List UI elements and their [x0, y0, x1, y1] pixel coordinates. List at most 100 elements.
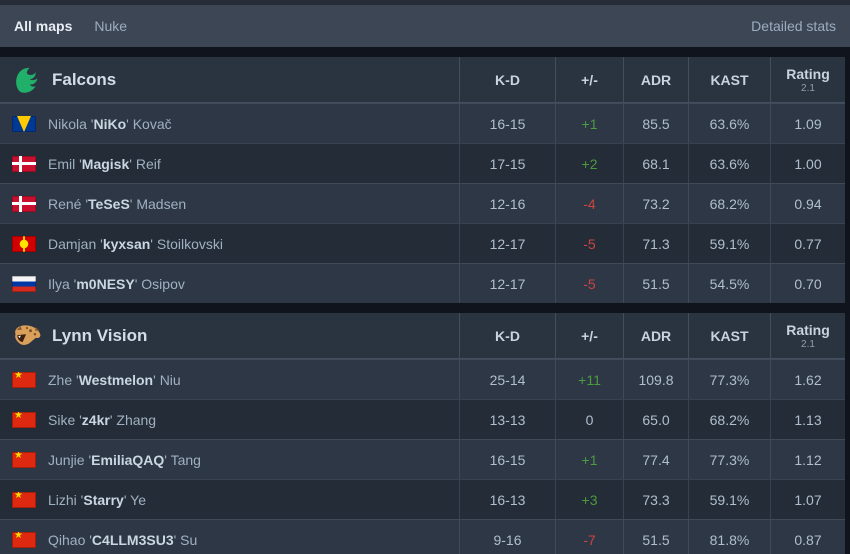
column-header-rating: Rating 2.1: [770, 57, 845, 102]
player-link[interactable]: Sike 'z4kr' Zhang: [0, 400, 459, 439]
adr-cell: 73.3: [623, 480, 688, 519]
adr-cell: 85.5: [623, 104, 688, 143]
column-header-kast: KAST: [688, 57, 770, 102]
plusminus-cell: +11: [555, 360, 623, 399]
player-name: Junjie 'EmiliaQAQ' Tang: [48, 451, 201, 468]
kd-cell: 12-16: [459, 184, 555, 223]
table-row: Emil 'Magisk' Reif 17-15 +2 68.1 63.6% 1…: [0, 143, 845, 183]
kast-cell: 77.3%: [688, 440, 770, 479]
maps-tab-bar: All maps Nuke Detailed stats: [0, 5, 850, 47]
flag-cn-icon: [12, 451, 36, 468]
player-link[interactable]: Damjan 'kyxsan' Stoilkovski: [0, 224, 459, 263]
rating-cell: 1.07: [770, 480, 845, 519]
adr-cell: 109.8: [623, 360, 688, 399]
table-row: Damjan 'kyxsan' Stoilkovski 12-17 -5 71.…: [0, 223, 845, 263]
column-header-adr: ADR: [623, 313, 688, 358]
flag-mk-icon: [12, 235, 36, 252]
kd-cell: 12-17: [459, 224, 555, 263]
flag-ru-icon: [12, 275, 36, 292]
kast-cell: 68.2%: [688, 400, 770, 439]
team-link-lynn-vision[interactable]: Lynn Vision: [0, 313, 459, 358]
table-row: Zhe 'Westmelon' Niu 25-14 +11 109.8 77.3…: [0, 359, 845, 399]
player-link[interactable]: Emil 'Magisk' Reif: [0, 144, 459, 183]
kd-cell: 12-17: [459, 264, 555, 303]
plusminus-cell: 0: [555, 400, 623, 439]
plusminus-cell: -5: [555, 224, 623, 263]
column-header-rating: Rating 2.1: [770, 313, 845, 358]
kd-cell: 9-16: [459, 520, 555, 554]
kd-cell: 16-15: [459, 440, 555, 479]
falcons-logo-icon: [12, 65, 42, 95]
flag-dk-icon: [12, 195, 36, 212]
kd-cell: 16-13: [459, 480, 555, 519]
tab-all-maps[interactable]: All maps: [14, 18, 73, 34]
kast-cell: 63.6%: [688, 144, 770, 183]
adr-cell: 65.0: [623, 400, 688, 439]
table-row: René 'TeSeS' Madsen 12-16 -4 73.2 68.2% …: [0, 183, 845, 223]
player-name: Emil 'Magisk' Reif: [48, 155, 161, 172]
flag-cn-icon: [12, 531, 36, 548]
kast-cell: 59.1%: [688, 480, 770, 519]
plusminus-cell: -7: [555, 520, 623, 554]
flag-cn-icon: [12, 491, 36, 508]
table-row: Sike 'z4kr' Zhang 13-13 0 65.0 68.2% 1.1…: [0, 399, 845, 439]
flag-dk-icon: [12, 155, 36, 172]
top-strip: [0, 0, 850, 5]
player-name: Sike 'z4kr' Zhang: [48, 411, 157, 428]
column-header-plusminus: +/-: [555, 313, 623, 358]
rating-cell: 1.13: [770, 400, 845, 439]
player-name: René 'TeSeS' Madsen: [48, 195, 187, 212]
table-row: Ilya 'm0NESY' Osipov 12-17 -5 51.5 54.5%…: [0, 263, 845, 303]
rating-cell: 1.00: [770, 144, 845, 183]
player-link[interactable]: René 'TeSeS' Madsen: [0, 184, 459, 223]
team-link-falcons[interactable]: Falcons: [0, 57, 459, 102]
kast-cell: 59.1%: [688, 224, 770, 263]
player-name: Ilya 'm0NESY' Osipov: [48, 275, 185, 292]
section-gap: [0, 47, 850, 57]
player-link[interactable]: Zhe 'Westmelon' Niu: [0, 360, 459, 399]
rating-cell: 0.94: [770, 184, 845, 223]
plusminus-cell: +2: [555, 144, 623, 183]
adr-cell: 73.2: [623, 184, 688, 223]
rating-cell: 1.12: [770, 440, 845, 479]
kast-cell: 81.8%: [688, 520, 770, 554]
adr-cell: 71.3: [623, 224, 688, 263]
column-header-adr: ADR: [623, 57, 688, 102]
player-name: Zhe 'Westmelon' Niu: [48, 371, 181, 388]
player-link[interactable]: Qihao 'C4LLM3SU3' Su: [0, 520, 459, 554]
team-section-falcons: Falcons K-D +/- ADR KAST Rating 2.1 Nikol…: [0, 57, 845, 303]
rating-cell: 1.62: [770, 360, 845, 399]
adr-cell: 68.1: [623, 144, 688, 183]
kd-cell: 16-15: [459, 104, 555, 143]
table-row: Lizhi 'Starry' Ye 16-13 +3 73.3 59.1% 1.…: [0, 479, 845, 519]
player-link[interactable]: Nikola 'NiKo' Kovač: [0, 104, 459, 143]
plusminus-cell: -4: [555, 184, 623, 223]
team-name: Lynn Vision: [52, 325, 148, 345]
kd-cell: 13-13: [459, 400, 555, 439]
player-link[interactable]: Ilya 'm0NESY' Osipov: [0, 264, 459, 303]
team-header-row: Lynn Vision K-D +/- ADR KAST Rating 2.1: [0, 313, 845, 359]
player-link[interactable]: Junjie 'EmiliaQAQ' Tang: [0, 440, 459, 479]
plusminus-cell: -5: [555, 264, 623, 303]
column-header-plusminus: +/-: [555, 57, 623, 102]
rating-cell: 0.87: [770, 520, 845, 554]
rating-cell: 1.09: [770, 104, 845, 143]
lynnvision-logo-icon: [12, 321, 42, 351]
table-row: Qihao 'C4LLM3SU3' Su 9-16 -7 51.5 81.8% …: [0, 519, 845, 554]
kd-cell: 25-14: [459, 360, 555, 399]
player-name: Qihao 'C4LLM3SU3' Su: [48, 531, 198, 548]
table-row: Junjie 'EmiliaQAQ' Tang 16-15 +1 77.4 77…: [0, 439, 845, 479]
tab-nuke[interactable]: Nuke: [94, 18, 128, 34]
team-header-row: Falcons K-D +/- ADR KAST Rating 2.1: [0, 57, 845, 103]
plusminus-cell: +1: [555, 440, 623, 479]
plusminus-cell: +3: [555, 480, 623, 519]
section-gap: [0, 303, 850, 313]
detailed-stats-link[interactable]: Detailed stats: [751, 18, 836, 34]
flag-cn-icon: [12, 371, 36, 388]
kast-cell: 77.3%: [688, 360, 770, 399]
kast-cell: 54.5%: [688, 264, 770, 303]
player-link[interactable]: Lizhi 'Starry' Ye: [0, 480, 459, 519]
rating-cell: 0.77: [770, 224, 845, 263]
